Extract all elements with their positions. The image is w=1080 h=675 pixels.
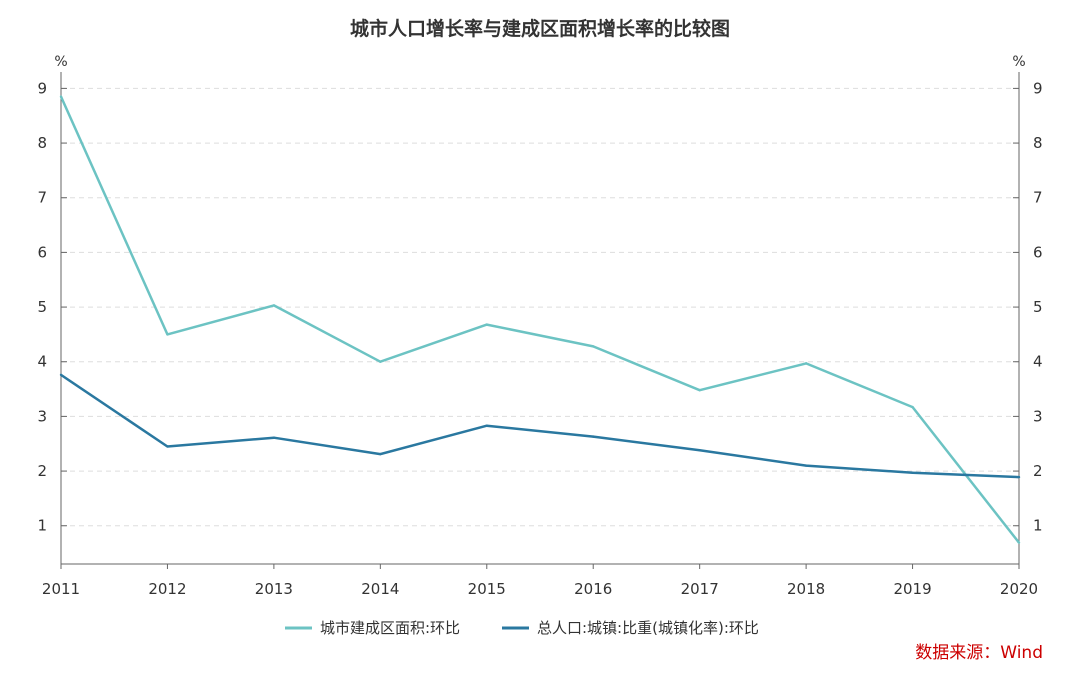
x-tick-label: 2014: [361, 580, 399, 598]
data-point: [911, 471, 914, 474]
left-tick-label: 7: [37, 189, 47, 207]
data-point: [592, 435, 595, 438]
axes: [60, 72, 1020, 569]
left-tick-label: 1: [37, 517, 47, 535]
right-tick-label: 6: [1033, 243, 1043, 261]
right-tick-label: 2: [1033, 462, 1043, 480]
data-point: [592, 345, 595, 348]
left-tick-label: 8: [37, 134, 47, 152]
data-point: [59, 373, 63, 377]
series-line-1: [60, 373, 1020, 479]
data-point: [485, 424, 488, 427]
series-lines: [59, 95, 1021, 544]
data-point: [698, 388, 701, 392]
data-point: [1017, 541, 1021, 544]
left-axis-unit: %: [54, 54, 67, 70]
right-y-ticks: 1 2 3 4 5 6 7 8 9: [1033, 79, 1043, 534]
x-tick-label: 2012: [148, 580, 186, 598]
data-point: [804, 362, 808, 365]
x-tick-label: 2018: [787, 580, 825, 598]
data-point: [379, 452, 382, 456]
data-point: [804, 464, 808, 467]
left-tick-label: 3: [37, 407, 47, 425]
x-tick-label: 2013: [255, 580, 293, 598]
left-tick-label: 9: [37, 79, 47, 97]
data-point: [59, 95, 63, 98]
right-tick-label: 9: [1033, 79, 1043, 97]
data-point: [166, 333, 169, 336]
left-y-ticks: 1 2 3 4 5 6 7 8 9: [37, 79, 47, 534]
x-tick-label: 2019: [893, 580, 931, 598]
data-point: [911, 405, 914, 409]
x-tick-label: 2011: [42, 580, 80, 598]
left-tick-label: 4: [37, 353, 47, 371]
data-point: [379, 360, 382, 363]
data-source: 数据来源：Wind: [915, 643, 1043, 663]
left-tick-label: 2: [37, 462, 47, 480]
chart-title: 城市人口增长率与建成区面积增长率的比较图: [350, 17, 730, 40]
series-line-0: [59, 96, 1020, 544]
right-tick-label: 8: [1033, 134, 1043, 152]
x-tick-label: 2017: [681, 580, 719, 598]
data-point: [272, 304, 276, 307]
x-tick-label: 2020: [1000, 580, 1038, 598]
data-point: [272, 436, 276, 439]
right-tick-label: 5: [1033, 298, 1043, 316]
left-tick-label: 5: [37, 298, 47, 316]
gridlines: [61, 87, 1019, 527]
right-tick-label: 1: [1033, 517, 1043, 535]
left-tick-label: 6: [37, 243, 47, 261]
legend-label-area: 城市建成区面积:环比: [320, 619, 460, 637]
x-ticks: 2011 2012 2013 2014 2015 2016 2017 2018 2019 2020: [42, 580, 1038, 598]
data-point: [698, 449, 701, 452]
x-tick-label: 2016: [574, 580, 612, 598]
data-point: [485, 323, 488, 326]
right-tick-label: 4: [1033, 353, 1043, 371]
right-tick-label: 3: [1033, 407, 1043, 425]
data-point: [166, 445, 169, 448]
right-tick-label: 7: [1033, 189, 1043, 207]
legend-label-urbanization: 总人口:城镇:比重(城镇化率):环比: [537, 619, 759, 637]
x-tick-label: 2015: [468, 580, 506, 598]
data-point: [1017, 475, 1021, 479]
legend: 城市建成区面积:环比 总人口:城镇:比重(城镇化率):环比: [285, 619, 759, 637]
right-axis-unit: %: [1012, 54, 1025, 70]
